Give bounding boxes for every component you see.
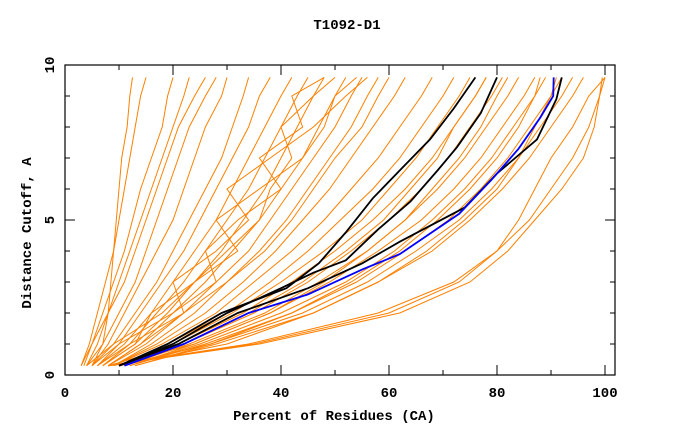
model-curve <box>108 77 603 367</box>
model-curve <box>135 77 584 367</box>
model-curve <box>113 77 379 367</box>
model-curve <box>102 77 325 367</box>
model-curve <box>113 77 509 367</box>
model-curve <box>80 77 147 366</box>
model-curve <box>97 77 271 367</box>
x-tick-label: 40 <box>273 386 290 402</box>
highlight-curve-blue <box>124 77 555 367</box>
model-curve <box>129 77 547 367</box>
x-axis-label: Percent of Residues (CA) <box>233 409 435 425</box>
model-curve <box>124 77 520 367</box>
x-tick-label: 100 <box>592 386 617 402</box>
model-curve <box>91 77 250 367</box>
model-curve <box>91 77 228 366</box>
model-curve <box>102 77 357 367</box>
model-curve <box>129 77 563 367</box>
model-curve <box>108 77 606 367</box>
model-curve <box>83 77 174 366</box>
x-tick-label: 0 <box>61 386 69 402</box>
model-curve <box>118 77 541 367</box>
model-curve <box>91 76 325 367</box>
model-curve <box>86 77 217 366</box>
highlight-curve-black <box>118 77 498 367</box>
x-tick-label: 80 <box>489 386 506 402</box>
model-curve <box>80 77 206 366</box>
model-curve <box>107 77 390 367</box>
model-curve <box>118 77 471 367</box>
model-curve <box>107 77 363 367</box>
x-tick-label: 60 <box>381 386 398 402</box>
y-tick-label: 10 <box>43 57 59 74</box>
model-curve <box>86 77 190 366</box>
y-tick-label: 0 <box>43 371 59 379</box>
model-curve <box>124 77 487 367</box>
model-curve <box>97 77 293 367</box>
model-curve <box>91 77 133 366</box>
y-axis-label: Distance Cutoff, A <box>20 157 36 309</box>
model-curve <box>97 77 368 367</box>
y-tick-label: 5 <box>43 216 59 224</box>
model-curve <box>108 77 606 367</box>
x-tick-label: 20 <box>165 386 182 402</box>
plot-lines <box>80 76 606 367</box>
model-curve <box>102 77 309 367</box>
highlight-curve-black <box>118 77 563 367</box>
model-curve <box>113 77 406 367</box>
chart-title: T1092-D1 <box>313 18 380 34</box>
highlight-curve-black <box>118 76 477 367</box>
axis-ticks <box>64 64 615 376</box>
model-curve <box>108 77 487 367</box>
model-curve <box>113 77 433 367</box>
